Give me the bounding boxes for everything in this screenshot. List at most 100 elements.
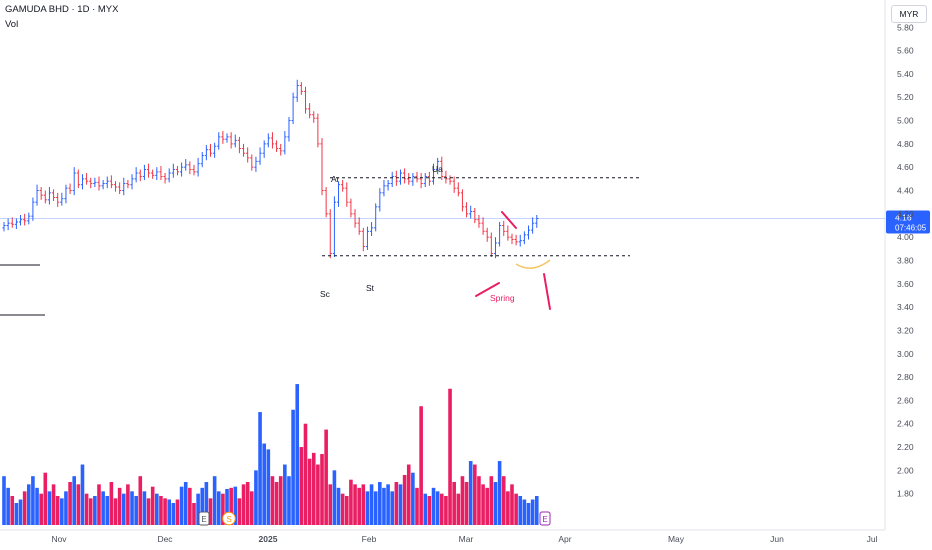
ohlc-bar xyxy=(361,227,365,252)
volume-bar xyxy=(464,482,469,525)
ohlc-bar xyxy=(510,233,514,245)
volume-bar xyxy=(262,443,266,525)
ohlc-bar xyxy=(155,167,159,181)
volume-bar xyxy=(287,476,291,525)
ohlc-bar xyxy=(382,180,386,197)
ohlc-bar xyxy=(423,173,427,188)
y-tick-label: 3.60 xyxy=(897,279,914,289)
ohlc-bar xyxy=(448,175,452,185)
currency-button[interactable]: MYR xyxy=(891,5,927,23)
y-tick-label: 5.40 xyxy=(897,69,914,79)
volume-bar xyxy=(274,482,279,525)
volume-bar xyxy=(349,479,353,525)
volume-bar xyxy=(39,493,43,525)
volume-bar xyxy=(485,487,490,525)
y-tick-label: 5.60 xyxy=(897,46,914,56)
volume-bar xyxy=(159,496,163,525)
volume-bar xyxy=(196,493,200,525)
volume-bar xyxy=(398,484,403,525)
ohlc-bar xyxy=(31,197,35,221)
ohlc-bar xyxy=(291,92,295,125)
ohlc-bar xyxy=(415,171,419,183)
ohlc-bar xyxy=(493,237,498,259)
ohlc-bar xyxy=(229,132,233,149)
label-sc: Sc xyxy=(320,289,331,299)
volume-bar xyxy=(150,486,155,525)
bar-countdown: 07:46:05 xyxy=(895,224,927,233)
base-curve[interactable] xyxy=(515,259,551,269)
y-tick-label: 3.20 xyxy=(897,325,914,335)
volume-bar xyxy=(130,491,134,525)
volume-bar xyxy=(324,429,328,525)
ohlc-bar xyxy=(134,167,138,183)
volume-bar xyxy=(101,491,105,525)
volume-bar xyxy=(121,493,126,525)
earnings-marker[interactable]: E xyxy=(198,511,210,526)
ohlc-bar xyxy=(341,180,345,192)
volume-bar xyxy=(258,412,262,525)
dividend-marker[interactable]: S xyxy=(222,511,236,526)
volume-bar xyxy=(93,496,97,525)
spring-arrow-line[interactable] xyxy=(475,282,500,297)
ohlc-bar xyxy=(200,152,204,168)
volume-bar xyxy=(6,487,10,525)
label-ar: Ar xyxy=(331,174,340,184)
volume-bar xyxy=(386,484,390,525)
ohlc-bar xyxy=(365,226,370,250)
volume-bar xyxy=(68,482,72,525)
volume-bar xyxy=(299,447,304,525)
ohlc-bar xyxy=(68,183,72,195)
y-tick-label: 4.40 xyxy=(897,186,914,196)
ohlc-bar xyxy=(97,176,101,191)
earnings-marker[interactable]: E xyxy=(539,511,551,526)
volume-bar xyxy=(493,482,498,525)
volume-bar xyxy=(80,464,85,525)
volume-bar xyxy=(163,498,167,525)
trend-arrow-line[interactable] xyxy=(501,211,517,229)
ohlc-bar xyxy=(80,174,85,190)
trend-arrow-line[interactable] xyxy=(543,273,551,310)
ohlc-bar xyxy=(419,173,423,189)
volume-bar xyxy=(295,384,300,525)
price-scale-background[interactable] xyxy=(885,0,932,530)
y-tick-label: 2.00 xyxy=(897,465,914,475)
volume-bar xyxy=(18,499,23,525)
ohlc-bar xyxy=(324,187,328,218)
volume-bar xyxy=(216,491,221,525)
ohlc-bar xyxy=(374,203,378,232)
ohlc-bar xyxy=(485,227,489,242)
ohlc-bar xyxy=(444,170,448,184)
x-tick-label: May xyxy=(668,534,685,544)
volume-bar xyxy=(204,482,209,525)
y-tick-label: 3.80 xyxy=(897,255,914,265)
ohlc-bar xyxy=(403,168,407,184)
ohlc-bar xyxy=(394,170,398,186)
volume-bar xyxy=(307,458,312,525)
ohlc-bar xyxy=(279,143,283,156)
volume-bar xyxy=(250,491,254,525)
volume-bar xyxy=(14,503,19,525)
volume-bar xyxy=(369,484,374,525)
time-axis-labels[interactable]: Nov Dec 2025 Feb Mar Apr May Jun Jul xyxy=(51,534,877,544)
ohlc-bar xyxy=(76,169,80,189)
y-tick-label: 2.40 xyxy=(897,419,914,429)
volume-bar xyxy=(2,476,6,525)
symbol-legend[interactable]: GAMUDA BHD · 1D · MYX xyxy=(5,4,119,15)
volume-bar xyxy=(501,476,506,525)
ohlc-bar xyxy=(237,136,242,154)
volume-legend[interactable]: Vol xyxy=(5,19,19,30)
volume-bar xyxy=(332,470,337,525)
volume-bar xyxy=(411,472,415,525)
volume-bar xyxy=(155,493,159,525)
ohlc-bar xyxy=(303,86,308,114)
volume-bar xyxy=(526,503,531,525)
ohlc-bar xyxy=(6,218,10,231)
volume-bar xyxy=(481,484,485,525)
ohlc-bar xyxy=(349,198,353,218)
volume-bar xyxy=(142,491,147,525)
ohlc-bar xyxy=(328,209,332,259)
x-tick-label: Dec xyxy=(157,534,173,544)
volume-bar xyxy=(26,484,31,525)
